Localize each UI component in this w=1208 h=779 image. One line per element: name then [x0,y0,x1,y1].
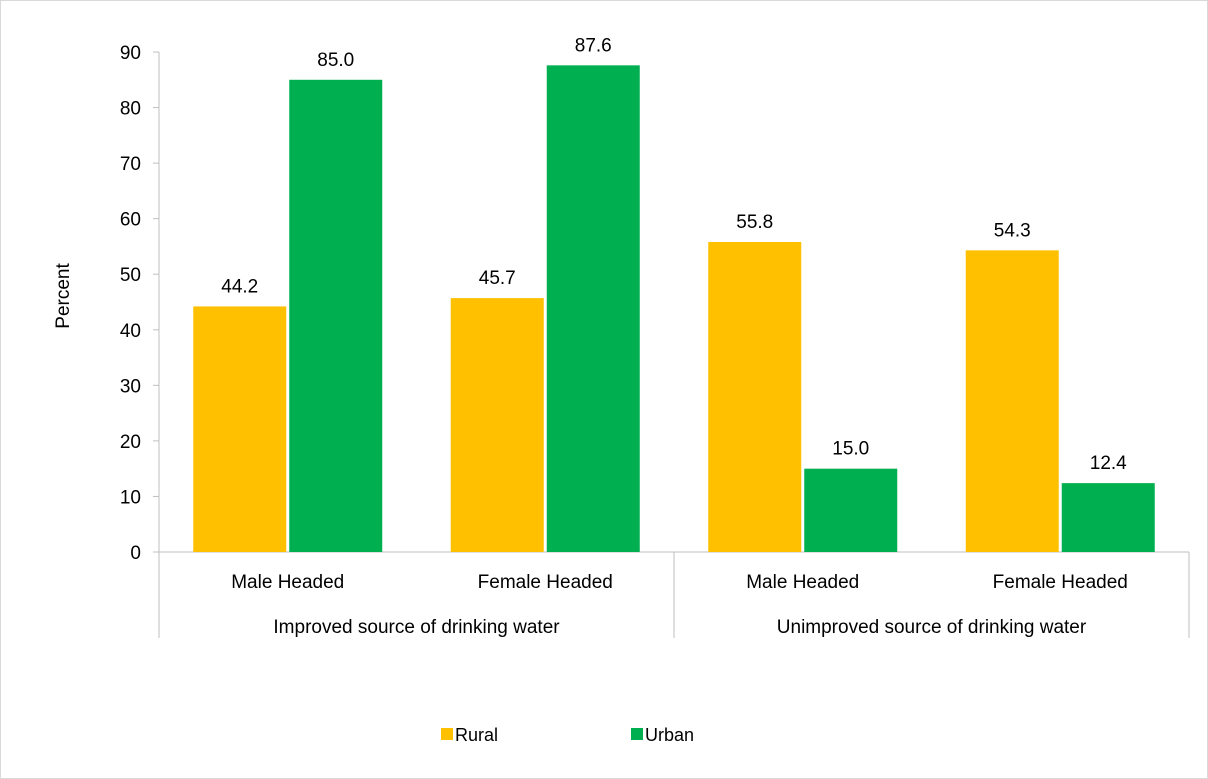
y-axis-title: Percent [53,263,74,329]
legend-label: Rural [455,725,498,745]
legend-item-urban: Urban [631,725,694,745]
legend-swatch [631,728,643,740]
y-tick-label: 20 [120,432,141,453]
data-label: 54.3 [994,220,1031,241]
legend-label: Urban [645,725,694,745]
data-label: 87.6 [575,35,612,56]
y-tick-label: 50 [120,265,141,286]
data-label: 12.4 [1090,453,1127,474]
group-label: Unimproved source of drinking water [777,617,1087,638]
x-tick-label: Female Headed [993,572,1128,593]
data-label: 55.8 [736,212,773,233]
x-tick-label: Male Headed [231,572,344,593]
bar-rural [193,306,286,552]
legend-swatch [441,728,453,740]
bar-rural [966,250,1059,552]
bars [193,65,1155,552]
y-tick-label: 60 [120,210,141,231]
data-label: 85.0 [317,50,354,71]
x-tick-label: Female Headed [478,572,613,593]
y-tick-label: 40 [120,321,141,342]
data-label: 15.0 [832,439,869,460]
y-tick-label: 0 [130,543,141,564]
bar-urban [804,469,897,552]
data-label: 44.2 [221,276,258,297]
y-tick-label: 90 [120,43,141,64]
group-label: Improved source of drinking water [273,617,560,638]
y-tick-label: 10 [120,487,141,508]
bar-rural [451,298,544,552]
y-tick-label: 30 [120,376,141,397]
bar-rural [708,242,801,552]
y-tick-label: 70 [120,154,141,175]
bar-urban [547,65,640,552]
bar-urban [289,80,382,552]
bar-urban [1062,483,1155,552]
data-label: 45.7 [479,268,516,289]
legend-item-rural: Rural [441,725,498,745]
legend: Rural Urban [441,725,694,745]
x-tick-label: Male Headed [746,572,859,593]
y-tick-label: 80 [120,99,141,120]
